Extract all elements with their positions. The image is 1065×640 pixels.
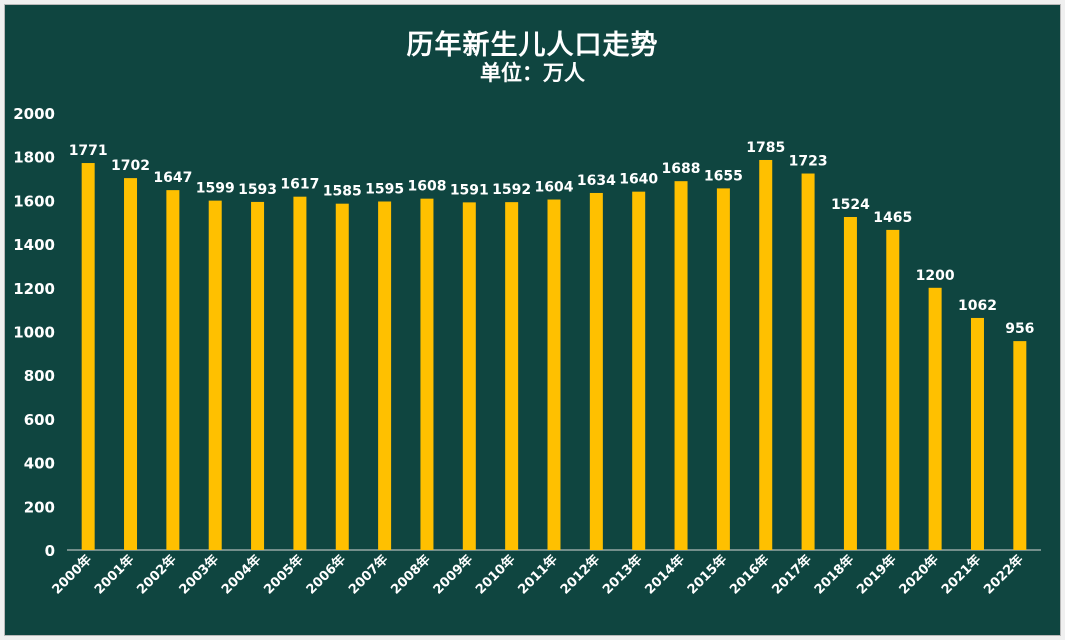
x-tick-label: 2021年: [938, 552, 984, 598]
bar-2007年: [378, 201, 392, 550]
y-tick-label: 400: [24, 455, 55, 473]
data-label: 1592: [492, 182, 531, 198]
x-tick-label: 2015年: [684, 552, 730, 598]
data-label: 1465: [873, 210, 912, 226]
data-label: 1785: [746, 140, 785, 156]
x-tick-label: 2005年: [261, 552, 307, 598]
data-label: 1688: [662, 161, 701, 177]
bar-2019年: [886, 229, 900, 550]
data-label: 1640: [619, 172, 658, 188]
data-label: 1595: [365, 181, 404, 197]
bar-2006年: [335, 203, 349, 551]
bar-2009年: [462, 202, 476, 550]
y-tick-label: 1200: [13, 280, 55, 298]
data-label: 1599: [196, 181, 235, 197]
x-tick-label: 2008年: [388, 552, 434, 598]
data-label: 1617: [280, 177, 319, 193]
data-label: 1593: [238, 182, 277, 198]
y-tick-label: 0: [45, 542, 55, 560]
y-tick-label: 600: [24, 411, 55, 429]
bar-chart: 0 200 400 600 800 1000 1200 1400 1600 1800 2000 177…: [13, 105, 1041, 598]
data-label: 1634: [577, 173, 616, 189]
x-tick-label: 2007年: [345, 552, 391, 598]
x-tick-label: 2020年: [896, 552, 942, 598]
chart-subtitle: 单位：万人: [480, 61, 585, 85]
x-tick-label: 2022年: [981, 552, 1027, 598]
bar-2016年: [759, 159, 773, 551]
y-tick-label: 1000: [13, 324, 55, 342]
bar-2012年: [589, 192, 603, 550]
x-tick-label: 2013年: [599, 552, 645, 598]
x-tick-label: 2017年: [769, 552, 815, 598]
bar-2000年: [81, 163, 95, 550]
x-tick-label: 2002年: [134, 552, 180, 598]
data-label: 1608: [407, 179, 446, 195]
data-label: 1585: [323, 184, 362, 200]
data-label: 1062: [958, 298, 997, 314]
data-label: 1702: [111, 158, 150, 174]
data-label: 1723: [789, 154, 828, 170]
bar-2022年: [1013, 341, 1027, 550]
chart-frame: 历年新生儿人口走势 单位：万人 0 200 400 600 800 1000 1200 140…: [4, 4, 1061, 636]
x-tick-label: 2019年: [854, 552, 900, 598]
y-tick-label: 200: [24, 498, 55, 516]
y-tick-label: 1600: [13, 192, 55, 210]
x-tick-label: 2009年: [430, 552, 476, 598]
data-label: 956: [1005, 321, 1034, 337]
data-label: 1655: [704, 168, 743, 184]
bar-2008年: [420, 198, 434, 551]
x-tick-label: 2016年: [726, 552, 772, 598]
bar-2011年: [547, 199, 561, 550]
bar-2004年: [251, 201, 265, 550]
y-tick-label: 1400: [13, 236, 55, 254]
y-tick-label: 800: [24, 367, 55, 385]
bar-2002年: [166, 190, 180, 550]
bar-2018年: [843, 217, 857, 551]
x-tick-label: 2004年: [218, 552, 264, 598]
bar-2010年: [505, 202, 519, 550]
bar-2001年: [124, 178, 138, 550]
chart-title: 历年新生儿人口走势: [406, 30, 659, 61]
bar-2017年: [801, 173, 815, 550]
bar-2005年: [293, 196, 307, 551]
x-tick-label: 2011年: [515, 552, 561, 598]
x-tick-label: 2001年: [91, 552, 137, 598]
y-tick-label: 2000: [13, 105, 55, 123]
data-label: 1647: [153, 170, 192, 186]
bar-2015年: [716, 188, 730, 550]
bar-2020年: [928, 287, 942, 550]
bar-2013年: [632, 191, 646, 550]
x-tick-label: 2014年: [642, 552, 688, 598]
bar-2003年: [208, 200, 222, 550]
x-tick-label: 2012年: [557, 552, 603, 598]
data-label: 1771: [69, 143, 108, 159]
bar-2021年: [970, 317, 984, 550]
data-label: 1200: [916, 268, 955, 284]
x-tick-label: 2010年: [472, 552, 518, 598]
data-label: 1604: [535, 180, 574, 196]
x-tick-label: 2000年: [49, 552, 95, 598]
bar-2014年: [674, 181, 688, 550]
x-tick-label: 2003年: [176, 552, 222, 598]
x-tick-label: 2018年: [811, 552, 857, 598]
x-tick-label: 2006年: [303, 552, 349, 598]
y-tick-label: 1800: [13, 149, 55, 167]
data-label: 1524: [831, 197, 870, 213]
data-label: 1591: [450, 182, 489, 198]
